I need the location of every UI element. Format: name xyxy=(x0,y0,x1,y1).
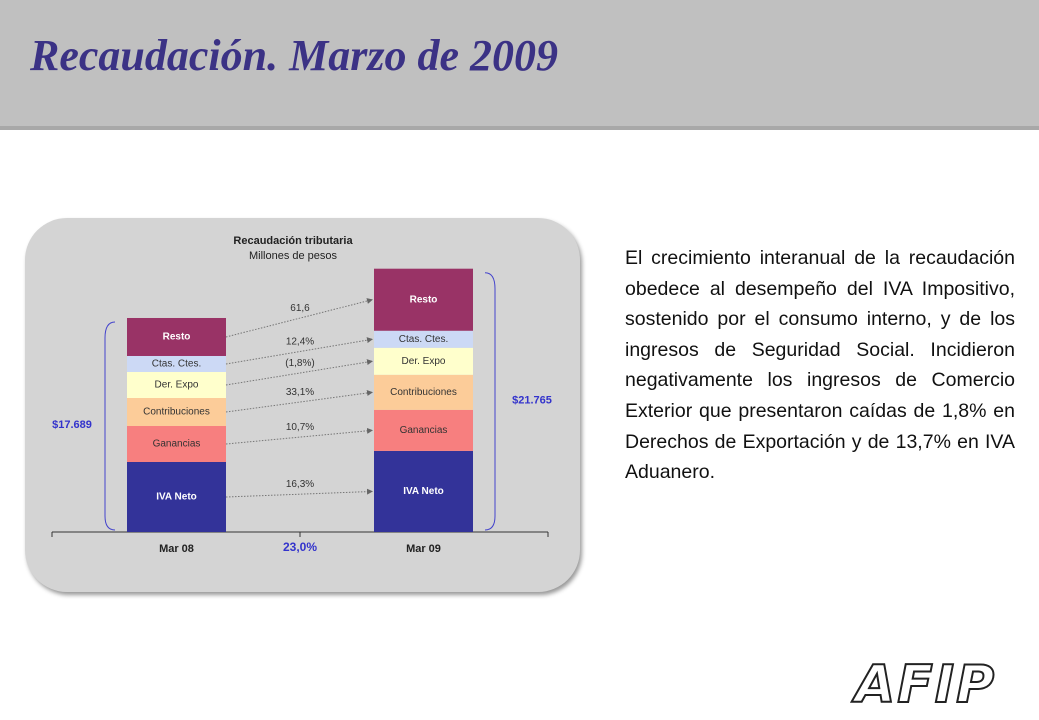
segment-label: Resto xyxy=(410,294,438,305)
bar-segment xyxy=(374,374,473,410)
logo: AFIP xyxy=(854,654,997,716)
total-growth: 23,0% xyxy=(283,540,317,554)
segment-label: Contribuciones xyxy=(390,387,457,398)
bar-segment xyxy=(127,425,226,463)
segment-label: IVA Neto xyxy=(403,486,444,497)
segment-label: Ctas. Ctes. xyxy=(399,334,448,345)
connector xyxy=(225,337,373,365)
segment-label: Contribuciones xyxy=(143,407,210,418)
paragraph: El crecimiento interanual de la recaudac… xyxy=(625,247,1015,484)
segment-label: Der. Expo xyxy=(155,380,199,391)
segment-label: Ganancias xyxy=(400,425,448,436)
bracket xyxy=(484,272,496,531)
bar-segment xyxy=(374,347,473,375)
slide-title: Recaudación. Marzo de 2009 xyxy=(30,31,558,80)
bar-segment xyxy=(127,397,226,426)
bar-segment xyxy=(127,371,226,398)
bar-segment xyxy=(374,268,473,331)
growth-label: 61,6 xyxy=(290,303,310,314)
bar-segment xyxy=(374,450,473,532)
segment-label: Ctas. Ctes. xyxy=(152,359,201,370)
segment-label: Ganancias xyxy=(153,439,201,450)
bar-segment xyxy=(127,355,226,372)
chart-title: Recaudación tributaria xyxy=(233,235,353,247)
total-label: $21.765 xyxy=(512,394,552,406)
growth-label: 16,3% xyxy=(286,479,314,490)
total-label: $17.689 xyxy=(52,419,92,431)
growth-label: 10,7% xyxy=(286,422,314,433)
connector xyxy=(225,298,373,338)
growth-label: (1,8%) xyxy=(285,358,314,369)
bar-segment xyxy=(374,409,473,451)
segment-label: IVA Neto xyxy=(156,492,197,503)
growth-label: 33,1% xyxy=(286,387,314,398)
segment-label: Resto xyxy=(163,332,191,343)
x-tick-label: Mar 08 xyxy=(159,543,194,555)
header-band xyxy=(0,0,1039,130)
chart: Recaudación tributaria Millones de pesos… xyxy=(51,235,552,555)
connector xyxy=(225,359,373,386)
bar-segment xyxy=(127,462,226,532)
bar-segment xyxy=(127,317,226,356)
bar-segment xyxy=(374,330,473,348)
chart-subtitle: Millones de pesos xyxy=(249,250,338,262)
connector xyxy=(225,427,373,445)
connector xyxy=(225,488,373,498)
growth-label: 12,4% xyxy=(286,336,314,347)
bracket xyxy=(104,321,116,531)
x-tick-label: Mar 09 xyxy=(406,543,441,555)
segment-label: Der. Expo xyxy=(402,356,446,367)
connector xyxy=(225,390,373,413)
